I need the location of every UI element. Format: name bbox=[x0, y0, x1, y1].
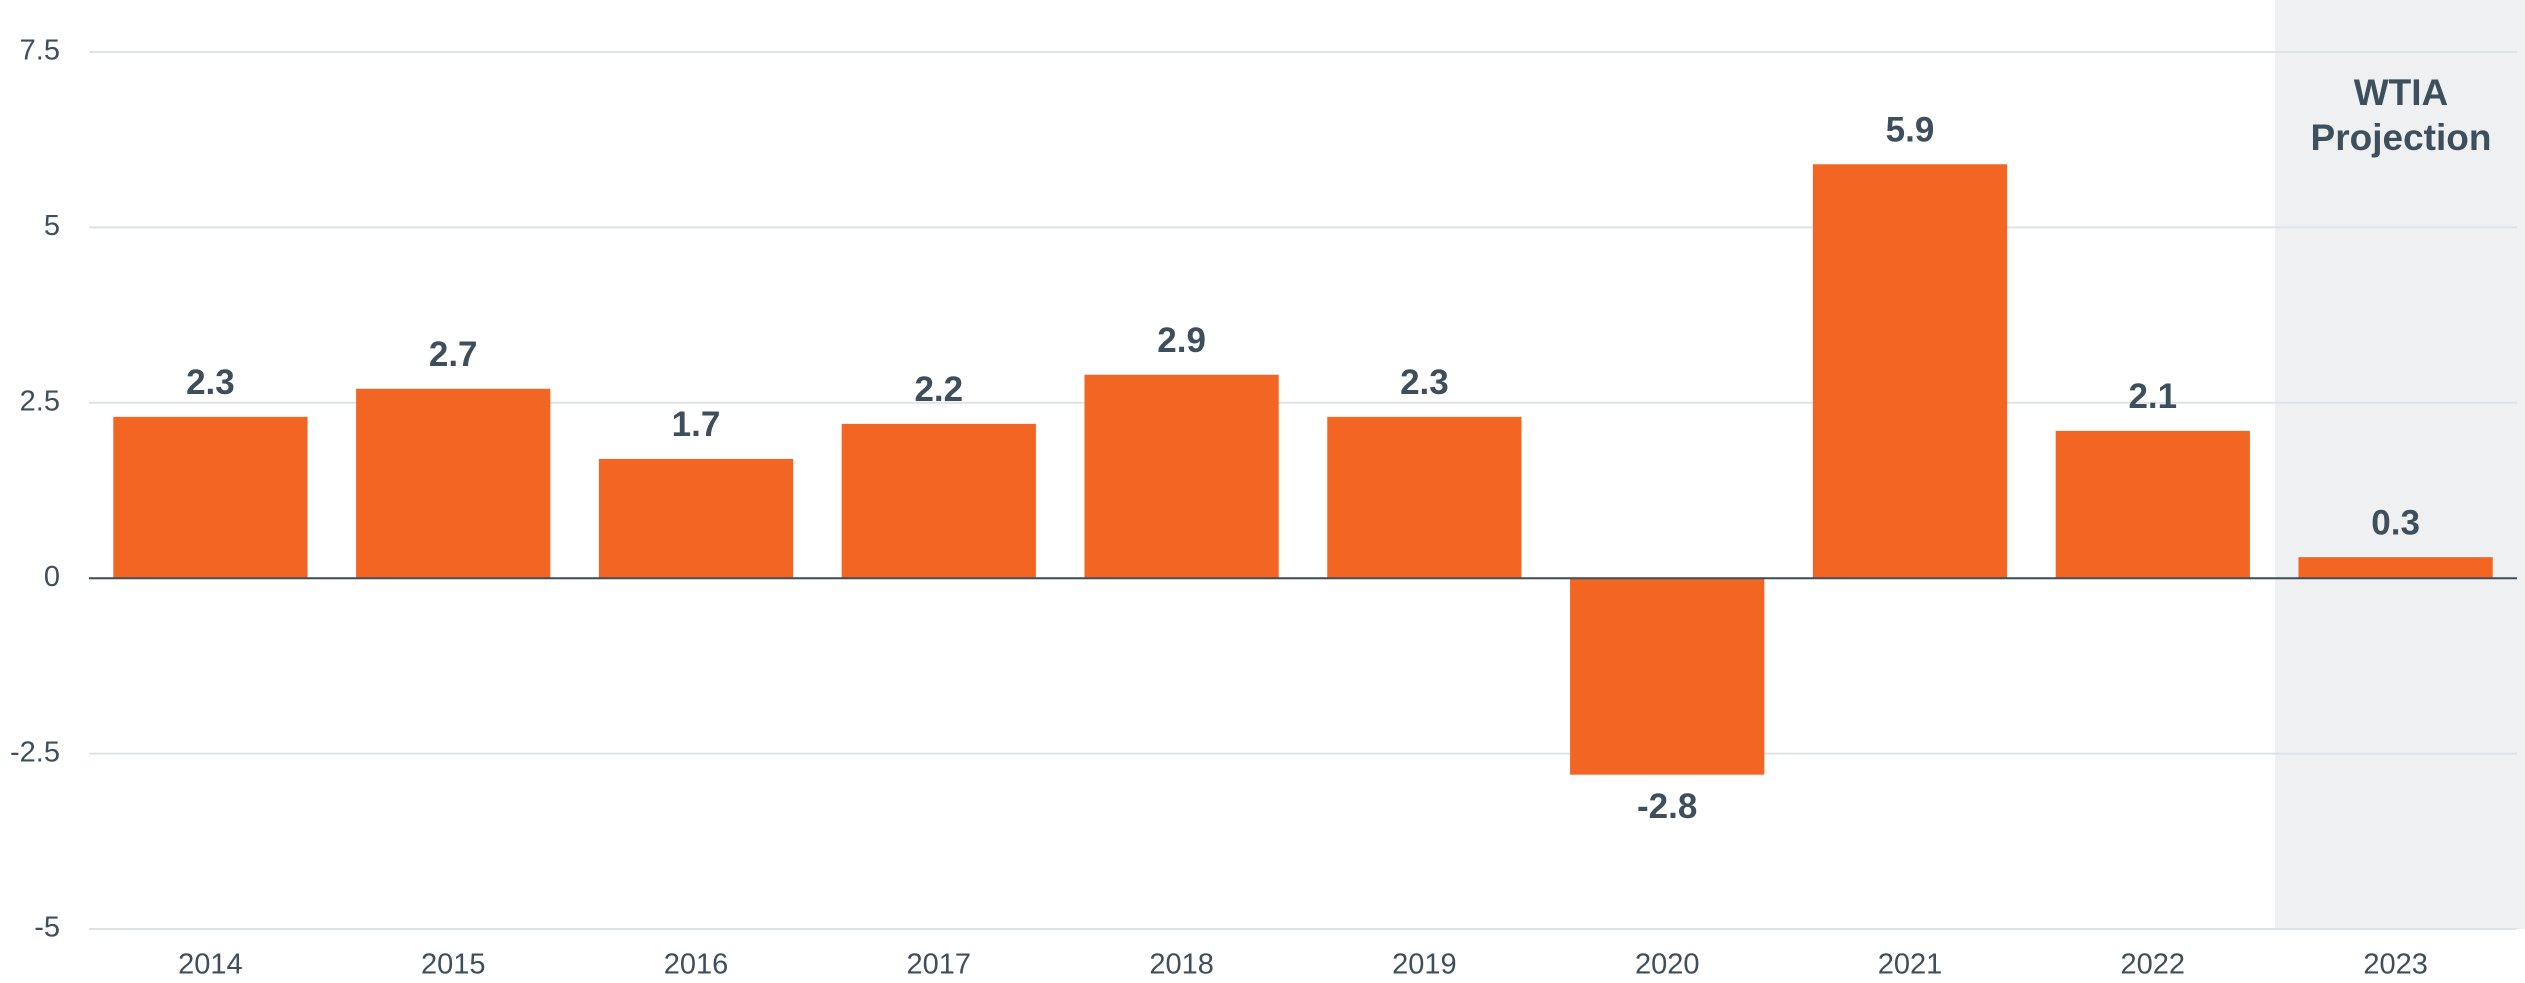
y-tick-label: 7.5 bbox=[20, 35, 60, 67]
data-label: 1.7 bbox=[672, 405, 721, 444]
data-label: -2.8 bbox=[1637, 787, 1697, 826]
y-tick-label: 0 bbox=[44, 561, 60, 593]
x-tick-label: 2018 bbox=[1149, 949, 1214, 981]
x-tick-label: 2015 bbox=[421, 949, 486, 981]
x-tick-label: 2017 bbox=[907, 949, 972, 981]
bar bbox=[356, 388, 551, 579]
bar bbox=[1084, 374, 1279, 579]
y-tick-label: 5 bbox=[44, 210, 60, 242]
bar bbox=[598, 458, 794, 579]
data-label: 2.2 bbox=[914, 370, 963, 409]
x-tick-label: 2016 bbox=[664, 949, 729, 981]
bar bbox=[1812, 164, 2008, 579]
bar bbox=[1327, 416, 1522, 579]
y-tick-label: 2.5 bbox=[20, 385, 60, 417]
data-label: 2.1 bbox=[2128, 377, 2177, 416]
data-label: 2.7 bbox=[429, 335, 478, 374]
bar bbox=[2055, 430, 2250, 579]
projection-shade bbox=[2275, 0, 2525, 929]
x-tick-label: 2021 bbox=[1878, 949, 1943, 981]
bar bbox=[1570, 578, 1765, 775]
data-label: 2.9 bbox=[1157, 321, 1206, 360]
x-tick-label: 2022 bbox=[2121, 949, 2186, 981]
annotation: Projection bbox=[2311, 117, 2492, 158]
x-tick-label: 2014 bbox=[178, 949, 243, 981]
data-label: 2.3 bbox=[186, 363, 235, 402]
annotation: WTIA bbox=[2354, 72, 2449, 113]
data-label: 5.9 bbox=[1886, 111, 1935, 150]
x-tick-label: 2020 bbox=[1635, 949, 1700, 981]
y-tick-label: -5 bbox=[34, 912, 60, 944]
data-label: 2.3 bbox=[1400, 363, 1449, 402]
x-tick-label: 2023 bbox=[2363, 949, 2428, 981]
bar bbox=[113, 416, 308, 579]
x-tick-label: 2019 bbox=[1392, 949, 1457, 981]
bar bbox=[2298, 557, 2493, 579]
data-label: 0.3 bbox=[2371, 503, 2420, 542]
bar bbox=[841, 423, 1036, 579]
y-tick-label: -2.5 bbox=[10, 736, 60, 768]
